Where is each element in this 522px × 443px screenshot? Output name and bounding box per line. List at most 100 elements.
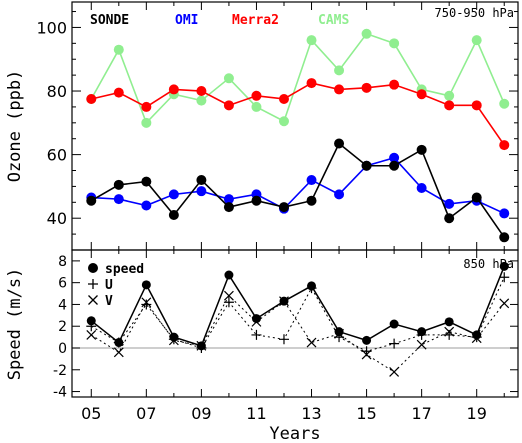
merra2-point [86,93,97,104]
x-tick-label: 19 [467,404,487,423]
u-point [389,338,400,349]
legend-sonde: SONDE [90,13,129,28]
ozone-y-axis: 40 60 80 100 [36,11,518,235]
merra2-point [499,140,510,151]
cams-point [471,35,482,46]
merra2-point [168,84,179,95]
speed-point [224,270,234,280]
cams-point [196,95,207,106]
omi-point [196,186,207,197]
sonde-point [278,202,289,213]
speed-y-tick-label: 2 [58,319,67,335]
legend-cams: CAMS [318,13,349,28]
x-tick-label: 07 [136,404,156,423]
omi-point [444,198,455,209]
omi-point [223,194,234,205]
v-point [334,328,344,339]
cams-point [334,65,345,76]
sonde-point [444,213,455,224]
omi-line [91,156,505,215]
ozone-legend: SONDE OMI Merra2 CAMS [90,13,349,28]
cams-point [389,38,400,49]
speed-y-tick-label: -4 [53,385,67,401]
speed-y-axis-label: Speed (m/s) [5,268,25,381]
speed-y-tick-label: 4 [58,297,67,313]
merra2-point [223,100,234,111]
sonde-point [499,232,510,243]
sonde-point [86,195,97,206]
u-point [278,334,289,345]
v-point [389,367,400,377]
merra2-point [251,90,262,101]
speed-panel-annotation: 850 hPa [463,257,514,271]
legend-omi: OMI [175,13,198,28]
sonde-line [90,142,505,238]
merra2-point [389,79,400,90]
merra2-point [278,93,289,104]
cams-point [444,90,455,101]
omi-point [416,183,427,193]
sonde-point [251,195,262,206]
v-point [196,340,207,351]
v-point [361,349,372,360]
speed-y-tick-label: 6 [58,276,67,292]
speed-y-tick-label: 0 [58,341,67,357]
sonde-point [361,160,372,171]
cams-line [90,32,505,125]
cams-point [113,44,124,55]
ozone-panel-annotation: 750-950 hPa [435,6,514,20]
speed-y-tick-label: -2 [53,363,67,379]
u-point [196,343,207,353]
speed-panel-series [86,261,510,377]
sonde-point [168,210,179,221]
merra2-point [471,100,482,111]
speed-panel-frame [71,249,519,398]
speed-point [444,317,454,327]
speed-point [251,314,261,324]
merra2-point [444,100,455,111]
x-tick-label: 15 [356,404,376,423]
v-point [251,316,262,327]
ozone-y-tick-label: 60 [47,146,67,165]
v-point [471,333,482,344]
legend-speed-marker [88,263,98,273]
u-line [91,277,505,352]
ozone-y-axis-label: Ozone (ppb) [5,70,25,183]
u-point [86,321,97,332]
cams-point [306,35,317,46]
cams-point [251,101,262,112]
v-point [444,326,455,337]
legend-u-marker [88,279,98,289]
merra2-point [361,82,372,93]
u-point [499,272,510,283]
merra2-point [196,86,207,97]
u-point [168,334,179,345]
merra2-point [141,101,152,112]
v-line [91,294,505,373]
v-point [141,297,152,308]
sonde-point [141,176,152,187]
omi-point [499,208,510,219]
legend-v-marker [88,295,98,305]
merra2-point [416,89,427,100]
u-point [416,329,427,340]
speed-point [141,280,151,290]
ozone-panel-series [86,28,510,243]
x-tick-label: 17 [411,404,431,423]
u-point [471,332,482,343]
legend-u: U [105,278,113,293]
speed-line [90,266,505,347]
ozone-panel: 40 60 80 100 SONDE OMI Merra2 CAMS 750-950 hPa… [5,1,519,251]
ozone-y-tick-label: 80 [47,82,67,101]
sonde-point [113,179,124,190]
ozone-y-tick-label: 40 [47,209,67,228]
omi-point [141,200,152,211]
cams-point [361,28,372,39]
cams-point [223,73,234,84]
v-point [86,330,97,340]
v-point [279,296,289,307]
u-point [223,297,234,308]
sonde-point [471,192,482,203]
